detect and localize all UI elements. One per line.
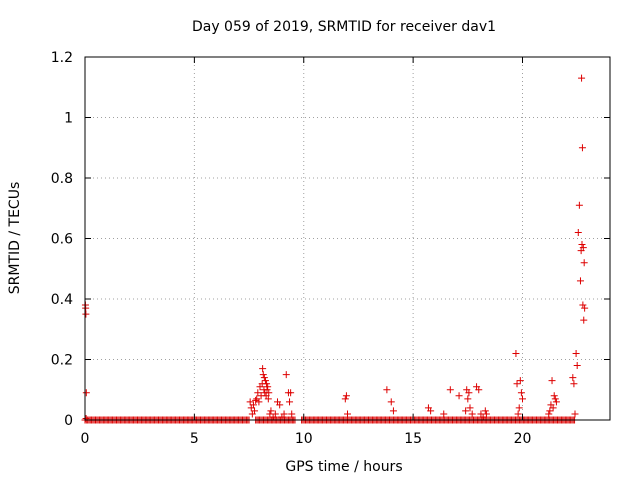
data-point xyxy=(570,380,578,388)
y-tick-label: 1.2 xyxy=(51,50,73,66)
data-point xyxy=(276,401,284,409)
data-point xyxy=(249,401,257,409)
x-tick-label: 15 xyxy=(404,431,422,447)
data-point xyxy=(575,201,583,209)
data-point xyxy=(455,392,463,400)
data-point xyxy=(254,389,262,397)
data-point xyxy=(342,392,350,400)
data-point xyxy=(246,398,254,406)
data-point xyxy=(260,374,268,382)
data-point xyxy=(440,410,448,418)
data-point xyxy=(513,380,521,388)
data-point xyxy=(263,386,271,394)
data-point xyxy=(574,228,582,236)
data-point xyxy=(578,241,586,249)
data-point xyxy=(288,410,296,418)
data-point xyxy=(546,407,554,415)
data-point xyxy=(580,316,588,324)
data-point xyxy=(579,244,587,252)
data-point xyxy=(578,74,586,82)
data-point xyxy=(465,389,473,397)
data-point xyxy=(282,371,290,379)
data-point xyxy=(259,371,267,379)
data-point xyxy=(569,374,577,382)
data-point xyxy=(517,389,525,397)
data-point xyxy=(581,304,589,312)
data-point xyxy=(512,349,520,357)
y-axis-label: SRMTID / TECUs xyxy=(7,182,23,295)
data-point xyxy=(280,410,288,418)
y-tick-label: 0.8 xyxy=(51,171,73,187)
axis-ticks: 0 5 10 15 20 0 0.2 0.4 0.6 0.8 1 1.2 xyxy=(51,50,610,447)
data-point xyxy=(549,404,557,412)
data-point xyxy=(267,407,275,415)
data-point xyxy=(464,395,472,403)
data-point xyxy=(287,389,295,397)
x-tick-label: 0 xyxy=(81,431,90,447)
data-point xyxy=(482,410,490,418)
data-point xyxy=(344,410,351,418)
data-point xyxy=(573,362,581,370)
plot-frame xyxy=(84,56,611,421)
data-point xyxy=(550,392,558,400)
data-point xyxy=(264,383,272,391)
data-point xyxy=(580,259,588,267)
data-point xyxy=(259,365,267,373)
data-point xyxy=(427,407,435,415)
data-point xyxy=(255,398,263,406)
grid xyxy=(85,57,610,420)
data-point xyxy=(548,377,556,385)
y-tick-label: 1 xyxy=(64,111,73,127)
data-point xyxy=(383,386,391,394)
data-point xyxy=(579,301,587,309)
data-point xyxy=(466,404,474,412)
data-point xyxy=(82,414,90,422)
y-tick-label: 0.2 xyxy=(51,353,73,369)
data-point xyxy=(462,407,470,415)
data-points xyxy=(81,74,589,424)
data-point xyxy=(519,395,526,403)
x-tick-label: 5 xyxy=(190,431,199,447)
x-tick-label: 20 xyxy=(514,431,532,447)
data-point xyxy=(572,349,580,357)
data-point xyxy=(515,404,523,412)
data-point xyxy=(82,304,90,312)
data-point xyxy=(481,407,489,415)
data-point xyxy=(261,377,269,385)
data-point xyxy=(286,398,294,406)
data-point xyxy=(252,396,260,404)
data-point xyxy=(341,395,349,403)
data-point xyxy=(251,407,259,415)
x-axis-label: GPS time / hours xyxy=(285,459,402,475)
data-point xyxy=(551,395,559,403)
x-tick-label: 10 xyxy=(295,431,313,447)
data-point xyxy=(468,410,476,418)
data-point xyxy=(82,310,90,318)
data-point xyxy=(545,410,553,418)
data-point xyxy=(552,398,560,406)
data-point xyxy=(82,389,90,397)
data-point xyxy=(389,407,397,415)
y-tick-label: 0.6 xyxy=(51,232,73,248)
data-point xyxy=(263,380,271,388)
data-point xyxy=(264,395,272,403)
data-point xyxy=(265,389,273,397)
data-point xyxy=(475,386,483,394)
y-tick-label: 0.4 xyxy=(51,292,73,308)
data-point xyxy=(576,277,584,285)
y-tick-label: 0 xyxy=(64,413,73,429)
data-point xyxy=(578,144,586,152)
data-point xyxy=(446,386,454,394)
data-point xyxy=(479,413,487,421)
data-point xyxy=(387,398,395,406)
data-point xyxy=(514,410,522,418)
chart-title: Day 059 of 2019, SRMTID for receiver dav… xyxy=(192,19,496,35)
data-point xyxy=(271,410,279,418)
data-point xyxy=(516,377,524,385)
data-point xyxy=(571,410,579,418)
